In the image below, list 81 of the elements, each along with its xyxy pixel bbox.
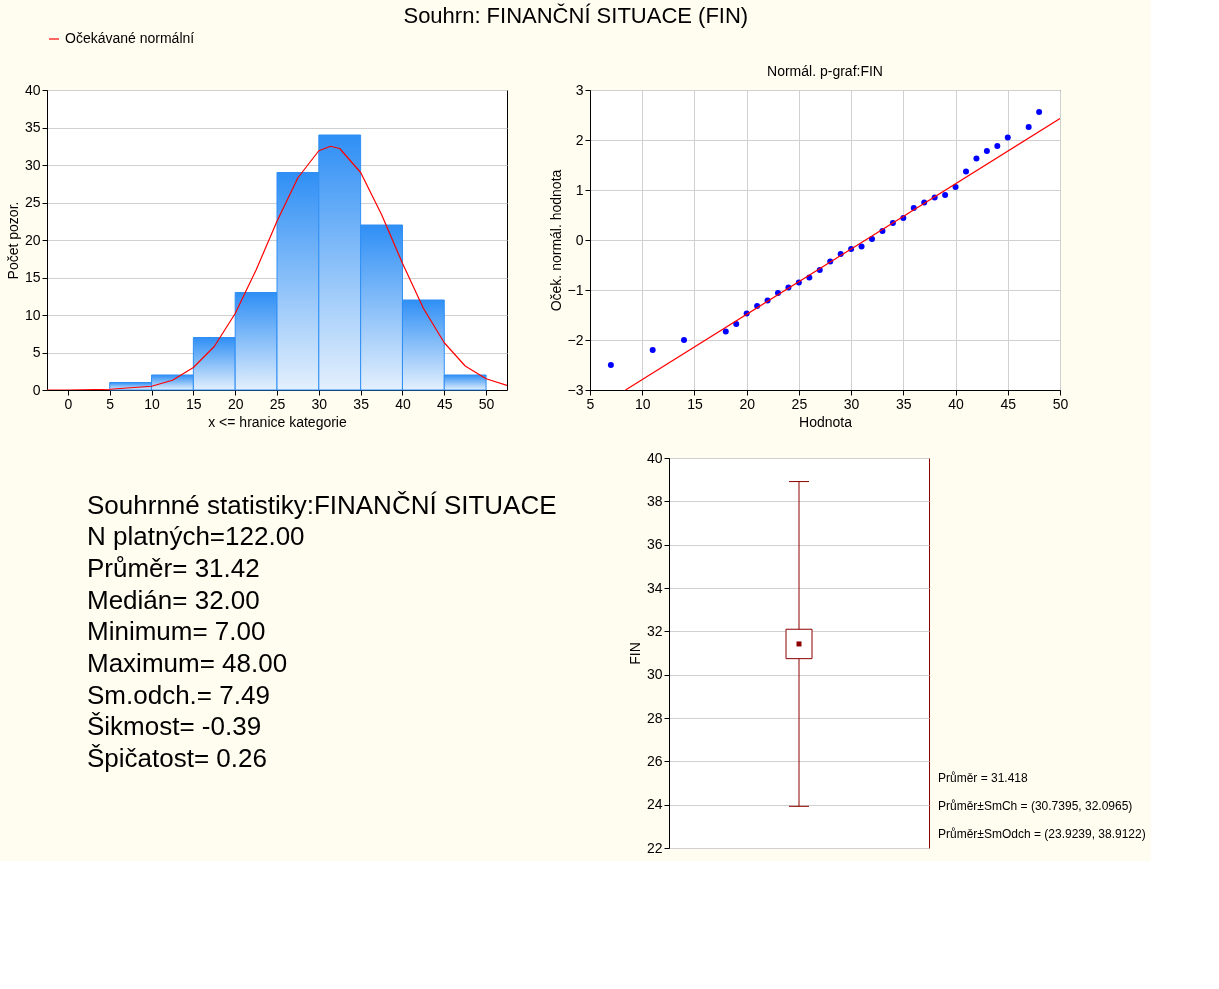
y-tick-label: 0 — [575, 231, 584, 248]
point — [994, 143, 1001, 149]
text: Průměr= 31.42 — [87, 552, 260, 583]
y-tick-label: 38 — [646, 492, 663, 509]
y-axis-title: Oček. normál. hodnota — [547, 169, 564, 312]
x-tick-label: 40 — [948, 395, 965, 412]
y-tick-label: 20 — [24, 231, 41, 248]
y-tick-label: −1 — [567, 281, 584, 298]
y-tick-label: 15 — [24, 269, 41, 285]
y-tick-label: 3 — [575, 81, 584, 98]
x-tick-label: 20 — [739, 395, 756, 412]
text: Maximum= 48.00 — [87, 647, 288, 678]
text: Šikmost= -0.39 — [87, 711, 262, 742]
x-axis-title: x <= hranice kategorie — [208, 413, 347, 430]
point — [963, 168, 969, 175]
y-tick-label: 24 — [646, 796, 663, 813]
text: Špičatost= 0.26 — [87, 742, 267, 773]
x-tick-label: 0 — [64, 395, 73, 412]
x-tick-label: 50 — [1052, 395, 1069, 412]
y-tick-label: 26 — [646, 752, 663, 769]
y-tick-label: 1 — [575, 181, 584, 198]
text: Průměr±SmCh = (30.7395, 32.0965) — [938, 799, 1133, 814]
y-tick-label: 2 — [575, 131, 584, 148]
y-tick-label: 36 — [646, 536, 663, 553]
point — [1004, 134, 1011, 141]
x-tick-label: 45 — [436, 395, 453, 412]
legend-label: Očekávané normální — [65, 30, 195, 46]
x-tick-label: 30 — [843, 395, 860, 412]
point — [1025, 124, 1032, 130]
x-tick-label: 15 — [186, 395, 202, 412]
point — [983, 148, 990, 154]
text: Souhrnné statistiky:FINANČNÍ SITUACE — [87, 489, 557, 520]
y-axis-title: FIN — [626, 642, 643, 665]
x-tick-label: 10 — [144, 395, 161, 412]
y-axis-title: Počet pozor. — [4, 201, 21, 280]
point — [973, 155, 980, 162]
y-tick-label: −2 — [567, 331, 584, 348]
y-tick-label: 30 — [646, 666, 663, 683]
y-tick-label: 22 — [646, 839, 663, 856]
x-tick-label: 45 — [1000, 395, 1017, 412]
y-tick-label: 25 — [24, 194, 41, 210]
x-tick-label: 10 — [634, 395, 651, 412]
point — [607, 362, 614, 368]
text: Průměr±SmOdch = (23.9239, 38.9122) — [938, 827, 1146, 842]
text: N platných=122.00 — [87, 521, 305, 552]
text: Medián= 32.00 — [87, 584, 260, 615]
x-tick-label: 50 — [478, 395, 495, 412]
chart-title: Normál. p-graf:FIN — [767, 63, 883, 79]
text: Průměr = 31.418 — [938, 771, 1029, 786]
text: Souhrn: FINANČNÍ SITUACE (FIN) — [403, 3, 749, 28]
text: Minimum= 7.00 — [87, 616, 266, 647]
point — [869, 236, 875, 242]
x-tick-label: 5 — [106, 395, 115, 412]
point — [681, 337, 687, 343]
y-tick-label: 30 — [24, 156, 41, 173]
y-tick-label: 10 — [24, 306, 41, 323]
x-tick-label: 30 — [311, 395, 328, 412]
x-tick-label: 5 — [586, 395, 595, 412]
x-tick-label: 35 — [353, 395, 370, 412]
y-tick-label: 28 — [646, 709, 663, 726]
text: Sm.odch.= 7.49 — [87, 679, 270, 710]
x-tick-label: 25 — [791, 395, 808, 412]
x-tick-label: 25 — [269, 395, 286, 412]
y-tick-label: 34 — [646, 579, 663, 596]
y-tick-label: 35 — [24, 119, 41, 135]
point — [942, 192, 949, 198]
y-tick-label: 0 — [32, 381, 41, 398]
point — [1036, 109, 1043, 115]
x-tick-label: 20 — [227, 395, 244, 412]
point — [733, 321, 740, 327]
y-tick-label: 40 — [24, 81, 41, 98]
x-axis-title: Hodnota — [799, 413, 853, 430]
point — [722, 328, 729, 335]
y-tick-label: −3 — [567, 381, 584, 398]
x-tick-label: 40 — [395, 395, 411, 412]
y-tick-label: 32 — [646, 622, 663, 639]
point — [649, 347, 656, 353]
x-tick-label: 35 — [896, 395, 912, 412]
y-tick-label: 5 — [32, 344, 41, 360]
y-tick-label: 40 — [646, 449, 663, 466]
x-tick-label: 15 — [687, 395, 703, 412]
